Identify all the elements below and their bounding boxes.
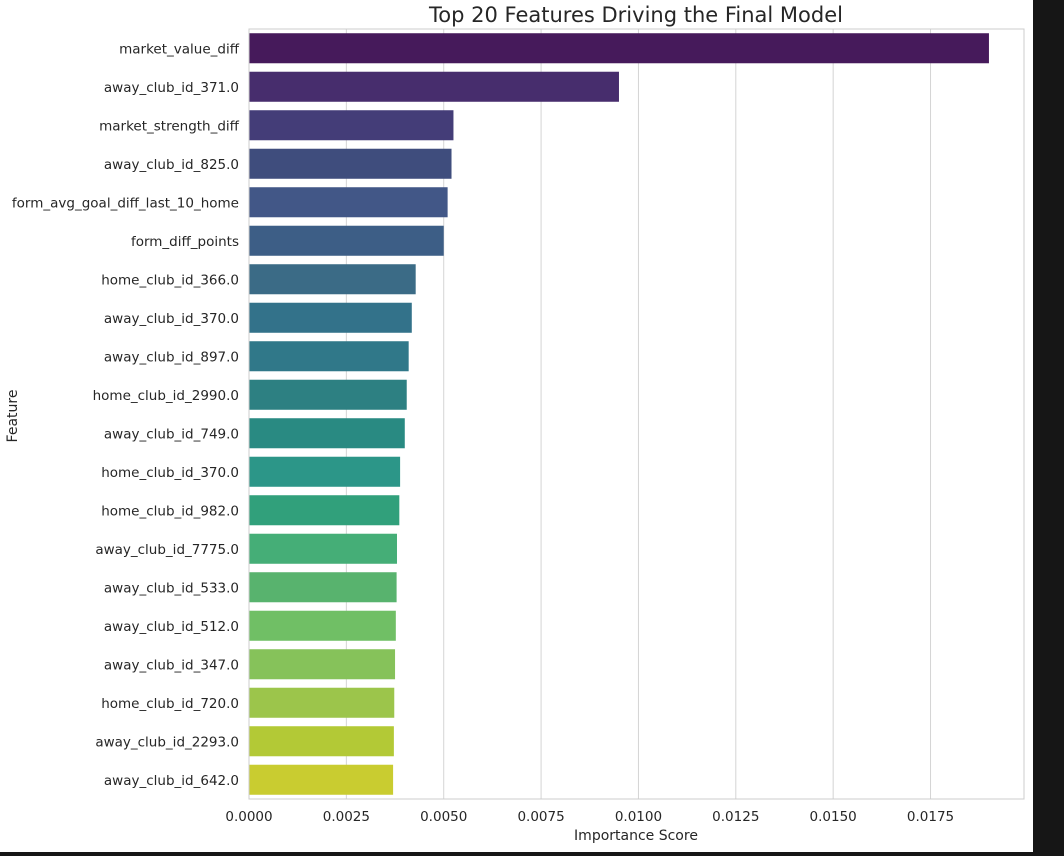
bar xyxy=(249,264,416,295)
bar xyxy=(249,687,395,718)
bar xyxy=(249,456,401,487)
plot-frame xyxy=(248,28,1025,800)
bars xyxy=(249,33,989,795)
y-tick-label: form_avg_goal_diff_last_10_home xyxy=(12,195,239,211)
plot-background xyxy=(249,29,1024,799)
x-tick-label: 0.0075 xyxy=(517,809,564,825)
y-tick-label: away_club_id_7775.0 xyxy=(95,542,239,558)
bar xyxy=(249,379,407,410)
bar xyxy=(249,533,397,564)
bar xyxy=(249,225,444,256)
x-tick-label: 0.0100 xyxy=(615,809,662,825)
y-tick-label: home_club_id_2990.0 xyxy=(93,388,239,404)
x-tick-label: 0.0150 xyxy=(810,809,857,825)
bar-chart: market_value_diff away_club_id_371.0marke… xyxy=(5,3,1025,844)
y-tick-label: away_club_id_370.0 xyxy=(104,311,239,327)
y-axis-label: Feature xyxy=(5,390,21,443)
bar xyxy=(249,610,396,641)
bar xyxy=(249,148,452,179)
y-tick-label: away_club_id_347.0 xyxy=(104,657,239,673)
chart-title: Top 20 Features Driving the Final Model xyxy=(428,3,843,27)
y-tick-label: form_diff_points xyxy=(131,234,239,250)
y-tick-label: home_club_id_720.0 xyxy=(101,696,239,712)
bar xyxy=(249,302,412,333)
bar xyxy=(249,187,448,218)
y-tick-label: market_value_diff xyxy=(119,41,240,57)
x-tick-label: 0.0175 xyxy=(907,809,954,825)
y-tick-label: away_club_id_825.0 xyxy=(104,157,239,173)
bar xyxy=(249,764,394,795)
bar xyxy=(249,649,396,680)
y-tick-label: away_club_id_897.0 xyxy=(104,349,239,365)
y-tick-label: away_club_id_2293.0 xyxy=(95,734,239,750)
x-tick-label: 0.0125 xyxy=(712,809,759,825)
x-axis-label: Importance Score xyxy=(574,828,698,844)
y-tick-label: home_club_id_366.0 xyxy=(101,272,239,288)
bar xyxy=(249,33,989,64)
y-tick-label: away_club_id_512.0 xyxy=(104,619,239,635)
bar xyxy=(249,726,394,757)
y-tick-label: away_club_id_371.0 xyxy=(104,80,239,96)
bar xyxy=(249,71,619,102)
y-tick-labels: market_value_diff away_club_id_371.0marke… xyxy=(12,41,240,789)
y-tick-label: away_club_id_749.0 xyxy=(104,426,239,442)
bar xyxy=(249,572,397,603)
x-tick-labels: 0.0000 0.0025 0.0050 0.0075 0.0100 0.0125 0.01… xyxy=(225,809,954,825)
y-tick-label: away_club_id_533.0 xyxy=(104,580,239,596)
x-tick-label: 0.0050 xyxy=(420,809,467,825)
y-tick-label: market_strength_diff xyxy=(99,118,240,134)
x-tick-label: 0.0025 xyxy=(323,809,370,825)
y-tick-label: home_club_id_982.0 xyxy=(101,503,239,519)
bar xyxy=(249,110,454,141)
y-tick-label: home_club_id_370.0 xyxy=(101,465,239,481)
y-tick-label: away_club_id_642.0 xyxy=(104,773,239,789)
bar xyxy=(249,418,405,449)
x-tick-label: 0.0000 xyxy=(225,809,272,825)
bar xyxy=(249,341,409,372)
bar xyxy=(249,495,400,526)
